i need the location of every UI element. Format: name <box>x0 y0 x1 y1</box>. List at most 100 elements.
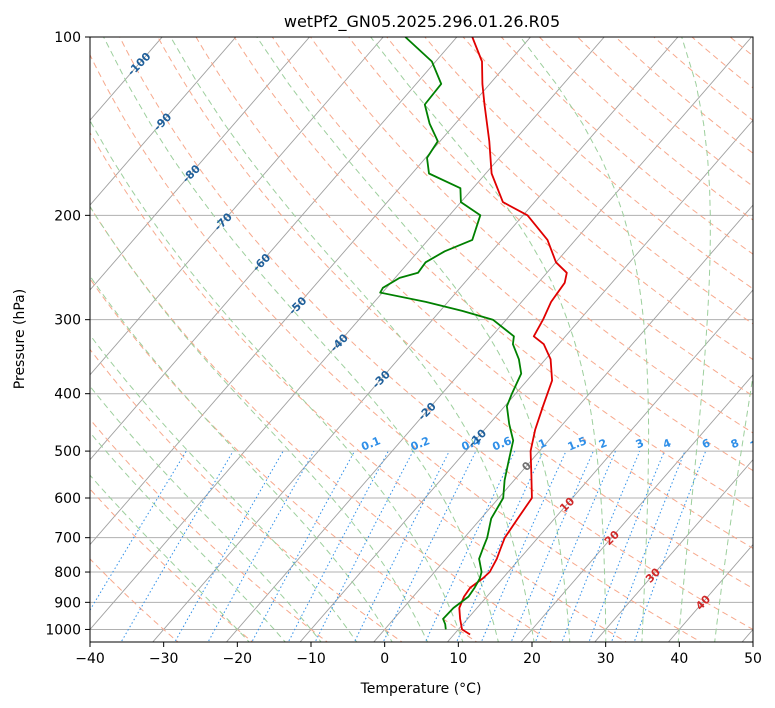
x-tick-label: 20 <box>523 651 541 667</box>
mixing-ratio-line <box>561 450 641 642</box>
mixing-ratio-line <box>510 450 594 642</box>
isotherm-line <box>594 459 753 642</box>
moist-adiabat-line <box>90 385 322 642</box>
mixing-ratio-label: 10 <box>748 435 767 453</box>
moist-adiabat-line <box>714 372 753 642</box>
isotherm-line <box>90 37 458 461</box>
y-tick-label: 100 <box>54 30 81 46</box>
moist-adiabat-lines <box>90 37 753 642</box>
chart-title: wetPf2_GN05.2025.296.01.26.R05 <box>284 12 560 32</box>
y-tick-label: 600 <box>54 491 81 507</box>
dry-adiabat-line <box>614 37 753 154</box>
y-tick-label: 400 <box>54 387 81 403</box>
y-tick-label: 800 <box>54 565 81 581</box>
mixing-ratio-label: 8 <box>729 436 741 451</box>
x-tick-label: 0 <box>380 651 389 667</box>
isotherm-line <box>90 37 311 291</box>
isotherm-line <box>90 37 384 376</box>
x-tick-label: −40 <box>75 651 105 667</box>
dry-adiabat-line <box>90 131 628 642</box>
mixing-ratio-line <box>251 450 356 642</box>
dry-adiabat-line <box>233 37 753 510</box>
dewpoint-profile <box>379 37 523 630</box>
pressure-gridlines <box>90 37 753 630</box>
mixing-ratio-line <box>314 450 414 642</box>
dry-adiabat-line <box>347 37 753 397</box>
moist-adiabat-line <box>90 275 393 642</box>
x-tick-label: 40 <box>670 651 688 667</box>
dry-adiabat-line <box>500 37 753 255</box>
isotherm-line <box>90 37 237 206</box>
dry-adiabat-line <box>119 37 753 630</box>
mixing-ratio-line <box>424 450 516 642</box>
isotherm-line <box>741 628 753 642</box>
x-axis-label: Temperature (°C) <box>360 681 482 697</box>
dry-adiabat-line <box>90 53 702 642</box>
mixing-ratio-line <box>120 450 234 642</box>
y-tick-label: 900 <box>54 595 81 611</box>
dry-adiabat-lines <box>90 24 775 645</box>
moist-adiabat-line <box>103 37 499 642</box>
dry-adiabat-line <box>576 37 753 187</box>
dry-adiabat-line <box>752 24 775 645</box>
mixing-ratio-line <box>382 450 477 642</box>
axis-ticks: −40 −30 −20 −10 0 10 20 30 40 50 1000 900 800 700 600 5… <box>45 30 762 667</box>
isotherm-line <box>152 37 679 642</box>
y-tick-label: 1000 <box>45 622 81 638</box>
dry-adiabat-line <box>538 37 753 221</box>
mixing-ratio-line <box>610 450 686 642</box>
y-tick-label: 700 <box>54 531 81 547</box>
mixing-ratio-label: 4 <box>661 436 673 451</box>
isotherm-lines <box>90 37 753 642</box>
y-tick-label: 300 <box>54 313 81 329</box>
x-tick-label: −10 <box>296 651 326 667</box>
mixing-ratio-line <box>480 450 567 642</box>
mixing-ratio-line <box>207 450 315 642</box>
isotherm-line <box>90 37 605 631</box>
dry-adiabat-line <box>424 37 753 325</box>
sounding-profiles <box>379 37 568 636</box>
moist-adiabat-line <box>677 37 711 642</box>
x-tick-label: 10 <box>449 651 467 667</box>
moist-adiabat-line <box>90 119 464 642</box>
dry-adiabat-line <box>386 37 753 361</box>
moist-adiabat-line <box>90 474 250 642</box>
mixing-ratio-line <box>287 450 389 642</box>
mixing-ratio-line <box>353 450 450 642</box>
reference-labels: 0.10.20.40.611.52346810131620253036-100-… <box>125 50 767 613</box>
dry-adiabat-line <box>90 205 553 642</box>
moist-adiabat-line <box>90 431 286 642</box>
isotherm-line <box>225 37 753 642</box>
moist-adiabat-line <box>170 37 535 642</box>
y-tick-label: 500 <box>54 444 81 460</box>
x-tick-label: 30 <box>597 651 615 667</box>
moist-adiabat-line <box>370 37 607 642</box>
isotherm-label: -100 <box>125 50 154 79</box>
isotherm-line <box>520 374 753 642</box>
moist-adiabat-line <box>256 37 571 642</box>
isotherm-line <box>373 204 753 642</box>
mixing-ratio-line <box>588 450 665 642</box>
isotherm-line <box>90 37 532 546</box>
dry-adiabat-line <box>157 37 753 589</box>
y-tick-label: 200 <box>54 208 81 224</box>
dry-adiabat-line <box>90 348 403 642</box>
mixing-ratio-line <box>90 450 187 612</box>
x-tick-label: −30 <box>149 651 179 667</box>
dry-adiabat-line <box>462 37 753 290</box>
x-tick-label: −20 <box>223 651 253 667</box>
moist-adiabat-line <box>520 37 650 642</box>
mixing-ratio-line <box>174 450 284 642</box>
mixing-ratio-lines <box>90 450 707 642</box>
dry-adiabat-line <box>729 37 753 57</box>
mixing-ratio-label: 3 <box>634 436 646 451</box>
plot-frame <box>89 36 754 643</box>
y-axis-label: Pressure (hPa) <box>12 289 28 389</box>
dry-adiabat-line <box>309 37 753 434</box>
dry-adiabat-line <box>90 278 478 642</box>
moist-adiabat-line <box>90 334 358 642</box>
dry-adiabat-line <box>90 558 179 642</box>
mixing-ratio-label: 1 <box>537 436 549 451</box>
mixing-ratio-line <box>633 450 707 642</box>
